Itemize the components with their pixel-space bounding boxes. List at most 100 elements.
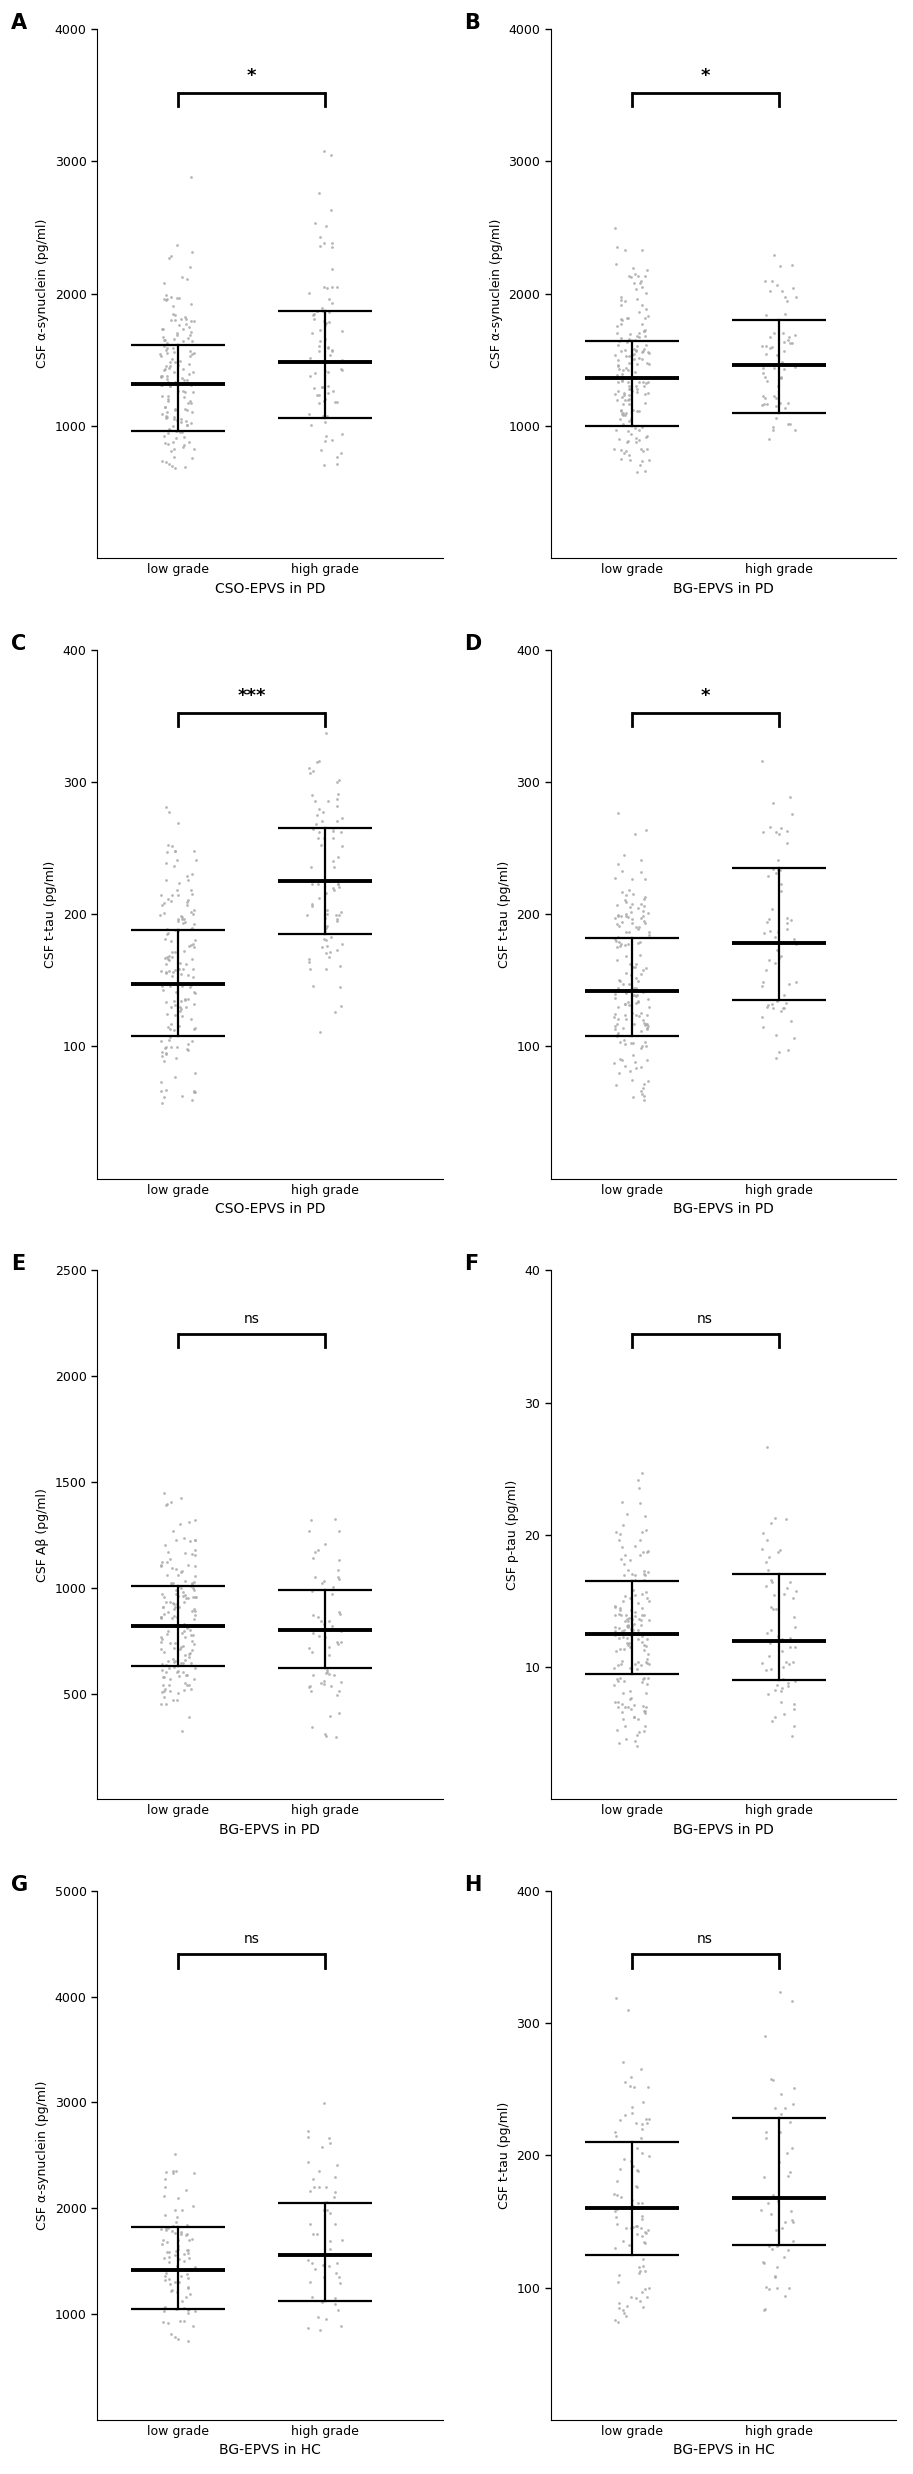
Point bbox=[312, 1616, 327, 1655]
Point bbox=[179, 2254, 194, 2293]
Point bbox=[330, 2244, 344, 2284]
Point bbox=[159, 398, 173, 438]
Point bbox=[635, 2185, 649, 2224]
Point bbox=[317, 2256, 331, 2296]
Point bbox=[630, 317, 645, 356]
Point bbox=[171, 1576, 185, 1616]
Point bbox=[624, 416, 638, 455]
Point bbox=[625, 247, 640, 287]
Point bbox=[642, 1581, 656, 1620]
Point bbox=[331, 839, 345, 878]
Point bbox=[187, 972, 202, 1012]
Point bbox=[764, 1650, 779, 1690]
Point bbox=[324, 285, 339, 324]
Point bbox=[319, 2298, 333, 2338]
Point bbox=[319, 416, 333, 455]
Point bbox=[626, 339, 641, 379]
Point bbox=[633, 935, 647, 975]
Point bbox=[782, 777, 797, 816]
Point bbox=[625, 2187, 640, 2227]
Point bbox=[312, 173, 327, 213]
Point bbox=[331, 863, 345, 903]
Point bbox=[610, 228, 624, 267]
Text: F: F bbox=[465, 1254, 478, 1274]
Point bbox=[184, 403, 198, 443]
Point bbox=[317, 1603, 331, 1643]
Point bbox=[301, 275, 316, 314]
Point bbox=[614, 1596, 628, 1635]
Point bbox=[619, 913, 634, 952]
Point bbox=[308, 354, 322, 393]
Point bbox=[331, 1695, 346, 1734]
Point bbox=[636, 901, 651, 940]
Point bbox=[316, 2246, 331, 2286]
Point bbox=[333, 1623, 348, 1663]
Point bbox=[784, 2199, 799, 2239]
Point bbox=[187, 1499, 202, 1539]
Point bbox=[621, 1625, 635, 1665]
Point bbox=[320, 893, 334, 933]
Point bbox=[613, 962, 627, 1002]
Point bbox=[174, 896, 189, 935]
Point bbox=[317, 223, 331, 262]
Point bbox=[641, 364, 656, 403]
Point bbox=[771, 913, 785, 952]
Point bbox=[164, 339, 179, 379]
Point bbox=[182, 1665, 196, 1705]
Point bbox=[325, 1606, 340, 1645]
Point bbox=[635, 339, 649, 379]
Point bbox=[771, 814, 786, 854]
Point bbox=[323, 1697, 338, 1737]
Point bbox=[319, 950, 333, 990]
Point bbox=[611, 844, 625, 883]
Point bbox=[322, 2234, 337, 2274]
Point bbox=[166, 1680, 181, 1719]
Point bbox=[784, 245, 799, 285]
Point bbox=[773, 992, 788, 1032]
Point bbox=[611, 999, 625, 1039]
Point bbox=[186, 923, 201, 962]
Point bbox=[186, 928, 201, 967]
Point bbox=[188, 1596, 203, 1635]
Point bbox=[156, 2177, 171, 2217]
Point bbox=[186, 371, 201, 411]
Point bbox=[166, 287, 181, 327]
Point bbox=[612, 349, 626, 388]
Point bbox=[769, 398, 783, 438]
Point bbox=[175, 1606, 190, 1645]
Point bbox=[613, 2150, 627, 2189]
Point bbox=[324, 267, 339, 307]
Point bbox=[318, 379, 332, 418]
Point bbox=[182, 344, 196, 383]
Point bbox=[182, 2288, 196, 2328]
Point bbox=[621, 982, 635, 1022]
Point bbox=[607, 2175, 622, 2214]
Point bbox=[617, 1024, 632, 1064]
Point bbox=[321, 1628, 336, 1667]
Point bbox=[761, 856, 776, 896]
Point bbox=[618, 336, 633, 376]
Point bbox=[153, 2209, 168, 2249]
Point bbox=[157, 2239, 172, 2279]
Point bbox=[787, 1598, 802, 1638]
Point bbox=[310, 2214, 324, 2254]
Point bbox=[312, 383, 327, 423]
Point bbox=[636, 1712, 651, 1752]
Point bbox=[175, 950, 190, 990]
Point bbox=[616, 2140, 631, 2180]
Point bbox=[624, 1616, 638, 1655]
Point bbox=[156, 893, 171, 933]
Point bbox=[183, 1611, 197, 1650]
Text: E: E bbox=[11, 1254, 25, 1274]
Point bbox=[783, 2192, 798, 2232]
Point bbox=[158, 388, 173, 428]
Point bbox=[611, 1687, 625, 1727]
Point bbox=[317, 302, 331, 341]
Point bbox=[612, 905, 626, 945]
Point bbox=[169, 1549, 184, 1588]
Point bbox=[640, 1633, 655, 1672]
Point bbox=[608, 1009, 623, 1049]
Point bbox=[174, 967, 189, 1007]
Point bbox=[640, 1658, 655, 1697]
Point bbox=[170, 277, 184, 317]
